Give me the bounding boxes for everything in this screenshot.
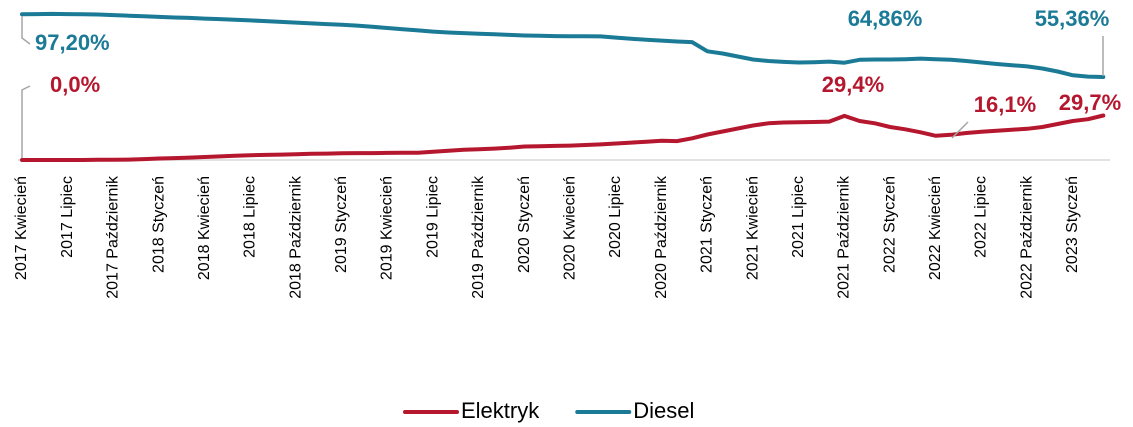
- x-tick-label: 2021 Kwiecień: [744, 176, 761, 280]
- legend-label: Diesel: [633, 398, 694, 423]
- x-tick-label: 2019 Październik: [470, 175, 487, 299]
- x-tick-label: 2020 Kwiecień: [561, 176, 578, 280]
- data-label: 16,1%: [974, 92, 1036, 117]
- x-tick-label: 2021 Lipiec: [790, 176, 807, 258]
- data-label: 29,4%: [822, 72, 884, 97]
- x-tick-label: 2022 Styczeń: [881, 176, 898, 273]
- x-tick-label: 2021 Październik: [836, 175, 853, 299]
- legend-label: Elektryk: [461, 398, 540, 423]
- data-label: 64,86%: [848, 6, 923, 31]
- x-tick-label: 2018 Styczeń: [150, 176, 167, 273]
- series-line: [20, 11, 1106, 79]
- x-tick-label: 2019 Lipiec: [424, 176, 441, 258]
- data-label: 0,0%: [50, 72, 100, 97]
- x-tick-label: 2018 Lipiec: [242, 176, 259, 258]
- leader-line: [21, 85, 31, 158]
- x-tick-label: 2019 Kwiecień: [379, 176, 396, 280]
- leader-line: [951, 121, 969, 139]
- x-tick-label: 2022 Październik: [1018, 175, 1035, 299]
- leader-line: [21, 16, 31, 45]
- x-tick-label: 2018 Kwiecień: [196, 176, 213, 280]
- data-label: 97,20%: [35, 30, 110, 55]
- x-tick-label: 2017 Lipiec: [59, 176, 76, 258]
- x-tick-label: 2019 Styczeń: [333, 176, 350, 273]
- x-tick-label: 2023 Styczeń: [1064, 176, 1081, 273]
- x-tick-label: 2018 Październik: [287, 175, 304, 299]
- x-tick-label: 2020 Lipiec: [607, 176, 624, 258]
- data-label: 29,7%: [1059, 90, 1121, 115]
- x-tick-label: 2022 Kwiecień: [927, 176, 944, 280]
- x-tick-label: 2022 Lipiec: [973, 176, 990, 258]
- x-tick-label: 2017 Kwiecień: [13, 176, 30, 280]
- x-tick-label: 2021 Styczeń: [699, 176, 716, 273]
- x-tick-label: 2020 Styczeń: [516, 176, 533, 273]
- data-label: 55,36%: [1035, 6, 1110, 31]
- series-line: [20, 113, 1106, 162]
- x-tick-label: 2020 Październik: [653, 175, 670, 299]
- x-tick-label: 2017 Październik: [105, 175, 122, 299]
